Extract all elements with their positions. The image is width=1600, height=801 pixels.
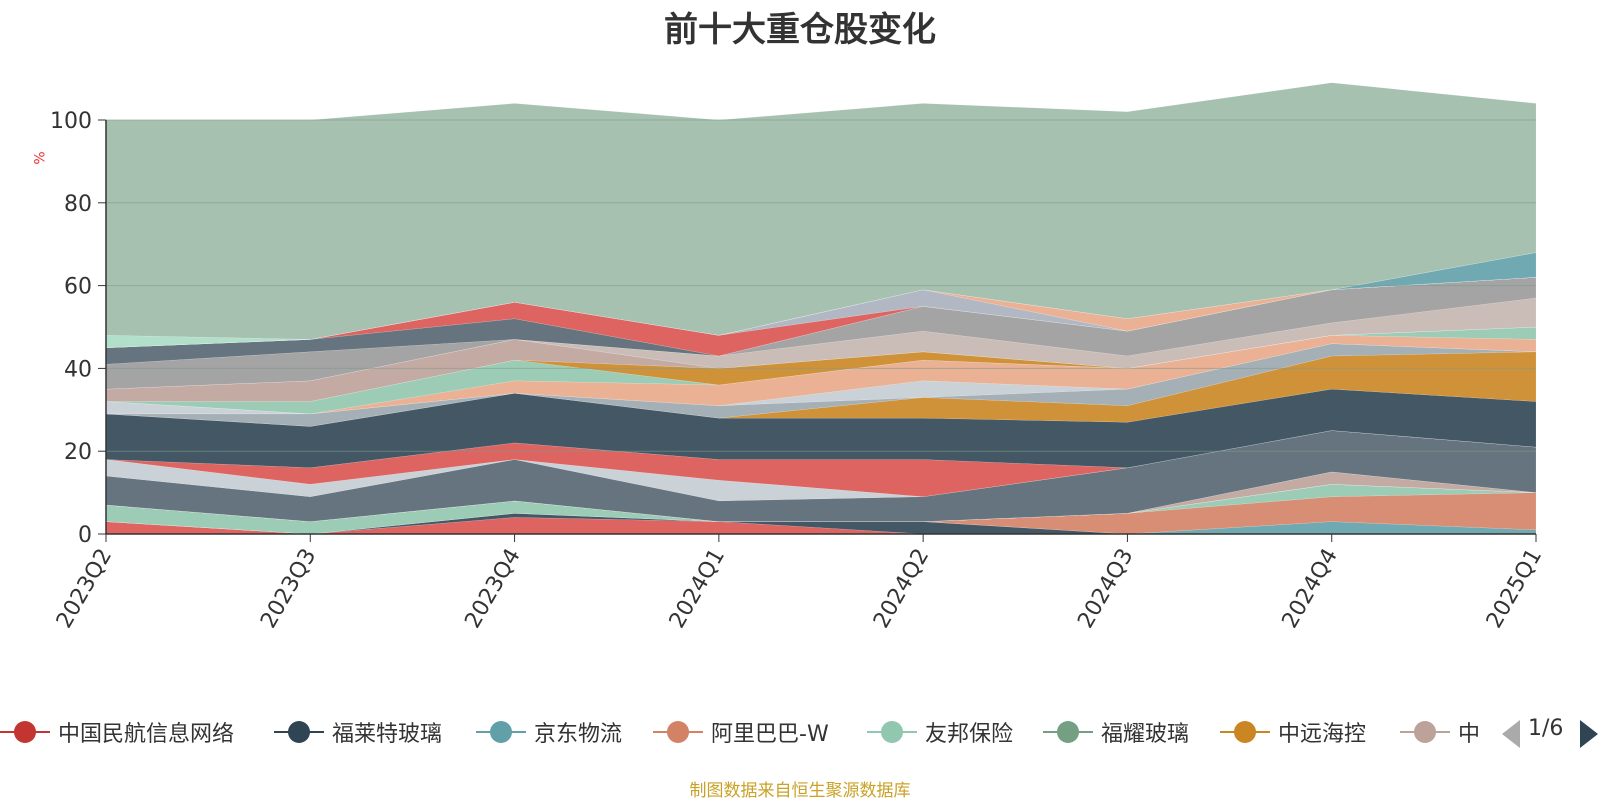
grid-lines	[106, 119, 1536, 452]
legend-prev-page-icon[interactable]	[1502, 720, 1520, 748]
area-series-21[interactable]	[105, 277, 1537, 390]
legend-item-label: 中	[1458, 722, 1478, 747]
x-tick-label: 2024Q4	[1278, 545, 1343, 633]
x-tick-label: 2024Q2	[869, 545, 934, 633]
y-tick-label: 60	[64, 275, 92, 300]
x-tick-label: 2024Q1	[665, 545, 730, 633]
x-tick-label: 2024Q3	[1073, 545, 1138, 633]
x-tick-label: 2023Q4	[460, 545, 525, 633]
legend-marker-icon	[1400, 720, 1450, 744]
source-note: 制图数据来自恒生聚源数据库	[689, 781, 911, 801]
legend-marker-dot	[288, 721, 310, 743]
y-tick-label: 20	[64, 440, 92, 465]
chart-title: 前十大重仓股变化	[664, 10, 936, 50]
y-tick-label: 100	[50, 109, 92, 134]
legend-item-label: 阿里巴巴-W	[711, 722, 829, 747]
legend-marker-icon	[1220, 720, 1270, 744]
y-tick-label: 0	[78, 523, 92, 548]
legend-item-label: 中远海控	[1278, 722, 1367, 747]
area-series-2[interactable]	[105, 513, 1537, 535]
y-tick-label: 40	[64, 357, 92, 382]
legend-item-label: 福莱特玻璃	[332, 722, 443, 747]
legend-item[interactable]: 中国民航信息网络	[0, 712, 234, 752]
legend-item-label: 友邦保险	[925, 722, 1014, 747]
legend-marker-dot	[1057, 721, 1079, 743]
legend-item[interactable]: 福莱特玻璃	[274, 712, 442, 752]
area-series-9[interactable]	[105, 430, 1537, 522]
legend-marker-icon	[0, 720, 50, 744]
legend-item[interactable]: 中远海控	[1220, 712, 1366, 752]
legend-marker-icon	[653, 720, 703, 744]
legend-item[interactable]: 福耀玻璃	[1043, 712, 1189, 752]
plot-area: 0 20 40 60 80 100 2023Q2 2023Q3 2023Q4 2024Q1 2024…	[50, 82, 1547, 633]
legend-item[interactable]: 友邦保险	[867, 712, 1013, 752]
area-series-group	[105, 82, 1537, 535]
legend-marker-dot	[667, 721, 689, 743]
legend-marker-dot	[1234, 721, 1256, 743]
area-series-28[interactable]	[105, 82, 1537, 340]
legend-next-page-icon[interactable]	[1580, 720, 1598, 748]
x-tick-label: 2025Q1	[1482, 545, 1547, 633]
area-series-20[interactable]	[105, 297, 1537, 390]
x-tick-label: 2023Q2	[52, 545, 117, 633]
legend-item[interactable]: 中	[1400, 712, 1478, 752]
legend-marker-dot	[490, 721, 512, 743]
legend-page-indicator: 1/6	[1528, 716, 1564, 741]
legend-marker-icon	[1043, 720, 1093, 744]
legend-marker-icon	[274, 720, 324, 744]
legend-item-label: 福耀玻璃	[1101, 722, 1190, 747]
area-series-3[interactable]	[105, 492, 1537, 535]
legend-marker-dot	[1414, 721, 1436, 743]
legend-item-label: 中国民航信息网络	[58, 722, 235, 747]
y-tick-label: 80	[64, 192, 92, 217]
area-series-4[interactable]	[105, 484, 1537, 535]
legend-item[interactable]: 京东物流	[476, 712, 622, 752]
legend-item-label: 京东物流	[534, 722, 623, 747]
legend-marker-icon	[476, 720, 526, 744]
legend-marker-icon	[867, 720, 917, 744]
legend-marker-dot	[881, 721, 903, 743]
legend-item[interactable]: 阿里巴巴-W	[653, 712, 829, 752]
legend: 中国民航信息网络 福莱特玻璃 京东物流 阿里巴巴-W 友邦保险 福耀玻璃 中远海控 中	[0, 712, 1478, 752]
legend-marker-dot	[14, 721, 36, 743]
x-tick-label: 2023Q3	[256, 545, 321, 633]
